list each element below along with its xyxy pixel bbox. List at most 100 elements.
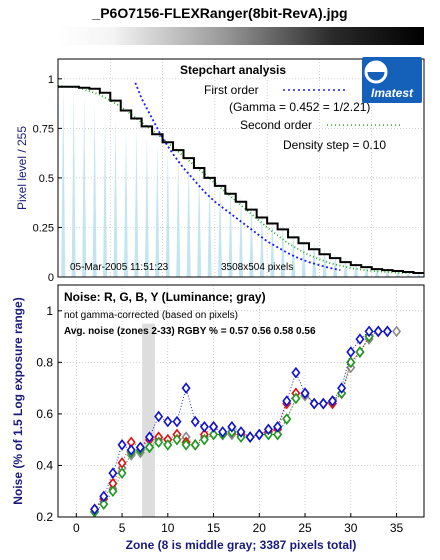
noise-b-marker — [99, 490, 109, 503]
smear-spike — [207, 173, 212, 277]
legend-second-order: Second order — [240, 118, 312, 132]
noise-b-marker — [163, 415, 173, 428]
smear-spike — [197, 166, 202, 277]
noise-r-marker — [117, 457, 127, 469]
noise-g-marker — [282, 413, 292, 425]
noise-b-marker — [254, 428, 264, 441]
stepchart-y-ticks: 0 0.25 0.5 0.75 1 — [33, 74, 62, 284]
smear-spike — [228, 185, 233, 277]
smear-spike — [259, 209, 264, 277]
footer-pixels: 3508x504 pixels — [221, 262, 293, 273]
smear-spike — [364, 265, 369, 277]
smear-spike — [239, 193, 243, 277]
noise-b-marker — [300, 387, 310, 400]
noise-b-marker — [318, 397, 328, 410]
first-order-fit-line — [134, 82, 341, 271]
noise-b-marker — [90, 503, 100, 516]
noise-b-marker — [245, 431, 255, 443]
noise-b-marker — [218, 426, 228, 438]
noise-g-marker — [355, 346, 365, 358]
noise-x-tick-label: 0 — [73, 521, 80, 535]
noise-b-marker — [382, 325, 392, 338]
smear-spike — [186, 158, 191, 277]
noise-g-marker — [273, 428, 283, 441]
smear-spike — [113, 118, 118, 277]
noise-y-tick-label: 1 — [46, 304, 53, 318]
stepchart-y-axis-label: Pixel level / 255 — [15, 126, 29, 210]
noise-b-marker — [154, 410, 164, 423]
stepchart-panel: 0 0.25 0.5 0.75 1 Pixel level / 255 Stepchar… — [15, 57, 425, 284]
smear-spike — [374, 267, 379, 277]
noise-b-marker — [126, 444, 136, 456]
noise-b-marker — [373, 325, 383, 338]
noise-b-marker — [144, 431, 155, 443]
noise-b-marker — [355, 333, 365, 345]
noise-b-marker — [263, 423, 273, 436]
noise-b-marker — [291, 366, 301, 379]
page-title: _P6O7156-FLEXRanger(8bit-RevA).jpg — [91, 5, 347, 21]
noise-x-tick-label: 25 — [298, 521, 312, 535]
noise-g-marker — [99, 498, 109, 510]
noise-b-marker — [199, 420, 209, 433]
smear-spike — [270, 217, 275, 277]
noise-g-marker — [346, 356, 356, 369]
logo-text: Imatest — [371, 86, 414, 100]
noise-x-axis-label: Zone (8 is middle gray; 3387 pixels tota… — [126, 538, 357, 552]
noise-panel: 0.2 0.4 0.6 0.8 1 0 5 10 15 20 25 30 35 Noise: R, G… — [11, 284, 425, 552]
noise-x-tick-label: 10 — [161, 521, 175, 535]
smear-spike — [385, 269, 390, 277]
noise-b-marker — [346, 346, 356, 358]
footer-date: 05-Mar-2005 11:51:23 — [70, 262, 169, 273]
smear-spike — [155, 142, 160, 277]
smear-spike — [144, 134, 149, 277]
noise-title: Noise: R, G, B, Y (Luminance; gray) — [64, 290, 266, 304]
stepchart-y-tick-label: 0 — [48, 272, 54, 284]
smear-spike — [301, 237, 306, 277]
noise-b-marker — [282, 395, 292, 407]
noise-b-marker — [209, 420, 219, 433]
legend-density-step: Density step = 0.10 — [283, 138, 386, 152]
smear-spike — [123, 126, 128, 277]
smear-spike — [354, 261, 359, 277]
noise-y-marker — [392, 325, 402, 338]
smear-spike — [71, 90, 76, 277]
imatest-logo-icon: Imatest — [362, 57, 422, 103]
noise-b-marker — [337, 382, 347, 394]
stepchart-y-tick-label: 0.5 — [39, 173, 54, 185]
smear-spike — [416, 273, 421, 277]
noise-b-marker — [117, 439, 127, 451]
noise-y-tick-label: 0.4 — [36, 458, 53, 472]
stepchart-y-tick-label: 0.75 — [33, 123, 54, 135]
smear-spike — [291, 229, 296, 277]
noise-g-marker — [163, 439, 173, 451]
logo-half-disc — [366, 62, 386, 72]
stepchart-frame — [57, 58, 425, 278]
noise-series — [90, 325, 402, 517]
noise-b-marker — [327, 395, 338, 407]
noise-x-tick-label: 15 — [207, 521, 221, 535]
noise-x-tick-label: 35 — [390, 521, 404, 535]
stepchart-y-tick-label: 1 — [48, 74, 54, 86]
noise-b-marker — [190, 415, 200, 428]
smear-spike — [395, 271, 400, 277]
noise-g-marker — [108, 485, 118, 498]
density-step-curve — [58, 85, 424, 275]
smear-spike — [103, 114, 108, 277]
noise-average: Avg. noise (zones 2-33) RGBY % = 0.57 0.… — [64, 326, 316, 337]
noise-g-marker — [209, 428, 219, 441]
noise-g-marker — [291, 392, 301, 405]
noise-b-marker — [135, 441, 145, 454]
smear-spike — [218, 181, 223, 277]
smear-spike — [134, 128, 139, 277]
noise-y-tick-label: 0.8 — [36, 355, 53, 369]
second-order-fit-line — [58, 84, 424, 274]
smear-spike — [280, 221, 285, 277]
noise-g-marker — [199, 433, 209, 446]
noise-g-marker — [190, 439, 200, 451]
noise-b-marker — [273, 420, 283, 433]
noise-x-tick-label: 20 — [253, 521, 267, 535]
noise-y-line — [94, 330, 397, 513]
legend-first-order: First order — [204, 83, 259, 97]
noise-b-marker — [172, 415, 182, 428]
